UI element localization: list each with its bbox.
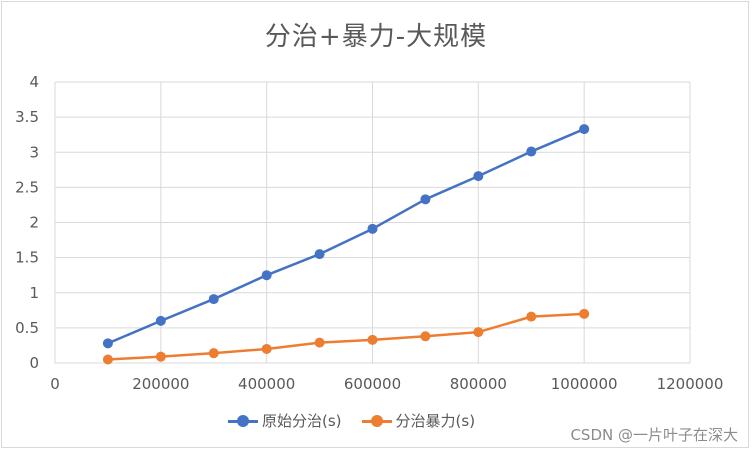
x-tick-label: 400000: [238, 375, 295, 393]
data-point-series-1: [314, 249, 325, 260]
legend-item-series-1: 原始分治(s): [228, 410, 342, 431]
y-tick-label: 3: [29, 143, 39, 161]
data-point-series-2: [155, 351, 166, 362]
y-tick-label: 1: [29, 284, 39, 302]
data-point-series-1: [420, 194, 431, 205]
x-tick-label: 800000: [450, 375, 507, 393]
data-point-series-2: [473, 327, 484, 338]
data-point-series-1: [526, 146, 537, 157]
data-point-series-1: [208, 294, 219, 305]
data-point-series-2: [579, 308, 590, 319]
legend-item-series-2: 分治暴力(s): [361, 410, 476, 431]
data-point-series-2: [420, 331, 431, 342]
chart-title: 分治+暴力-大规模: [264, 22, 488, 52]
y-tick-label: 1.5: [15, 249, 39, 267]
legend-swatch-series-2: [361, 414, 392, 428]
series-line-1: [107, 127, 585, 345]
data-point-series-1: [473, 171, 484, 182]
x-tick-label: 600000: [344, 375, 401, 393]
y-tick-label: 2.5: [15, 178, 39, 196]
data-point-series-1: [579, 124, 590, 135]
x-tick-label: 0: [50, 375, 60, 393]
watermark: CSDN @一片叶子在深大: [570, 426, 738, 444]
x-tick-label: 1000000: [551, 375, 618, 393]
data-point-series-2: [102, 354, 113, 365]
y-tick-label: 3.5: [15, 108, 39, 126]
legend-label-series-1: 原始分治(s): [262, 412, 342, 430]
x-tick-label: 200000: [132, 375, 189, 393]
y-tick-label: 0: [29, 354, 39, 372]
series-line-2: [107, 312, 585, 361]
data-point-series-2: [261, 343, 272, 354]
legend-label-series-2: 分治暴力(s): [395, 412, 476, 430]
y-tick-label: 0.5: [15, 319, 39, 337]
x-tick-label: 1200000: [657, 375, 724, 393]
data-point-series-1: [261, 270, 272, 281]
legend-swatch-series-1: [228, 414, 258, 428]
data-point-series-1: [102, 338, 113, 349]
data-point-series-2: [367, 334, 378, 345]
data-point-series-1: [155, 315, 166, 326]
y-tick-label: 2: [29, 214, 39, 232]
data-point-series-2: [314, 337, 325, 348]
data-point-series-2: [208, 348, 219, 359]
data-point-series-2: [526, 311, 537, 322]
data-point-series-1: [367, 223, 378, 234]
legend: 原始分治(s) 分治暴力(s): [228, 410, 495, 431]
y-tick-label: 4: [29, 73, 39, 91]
